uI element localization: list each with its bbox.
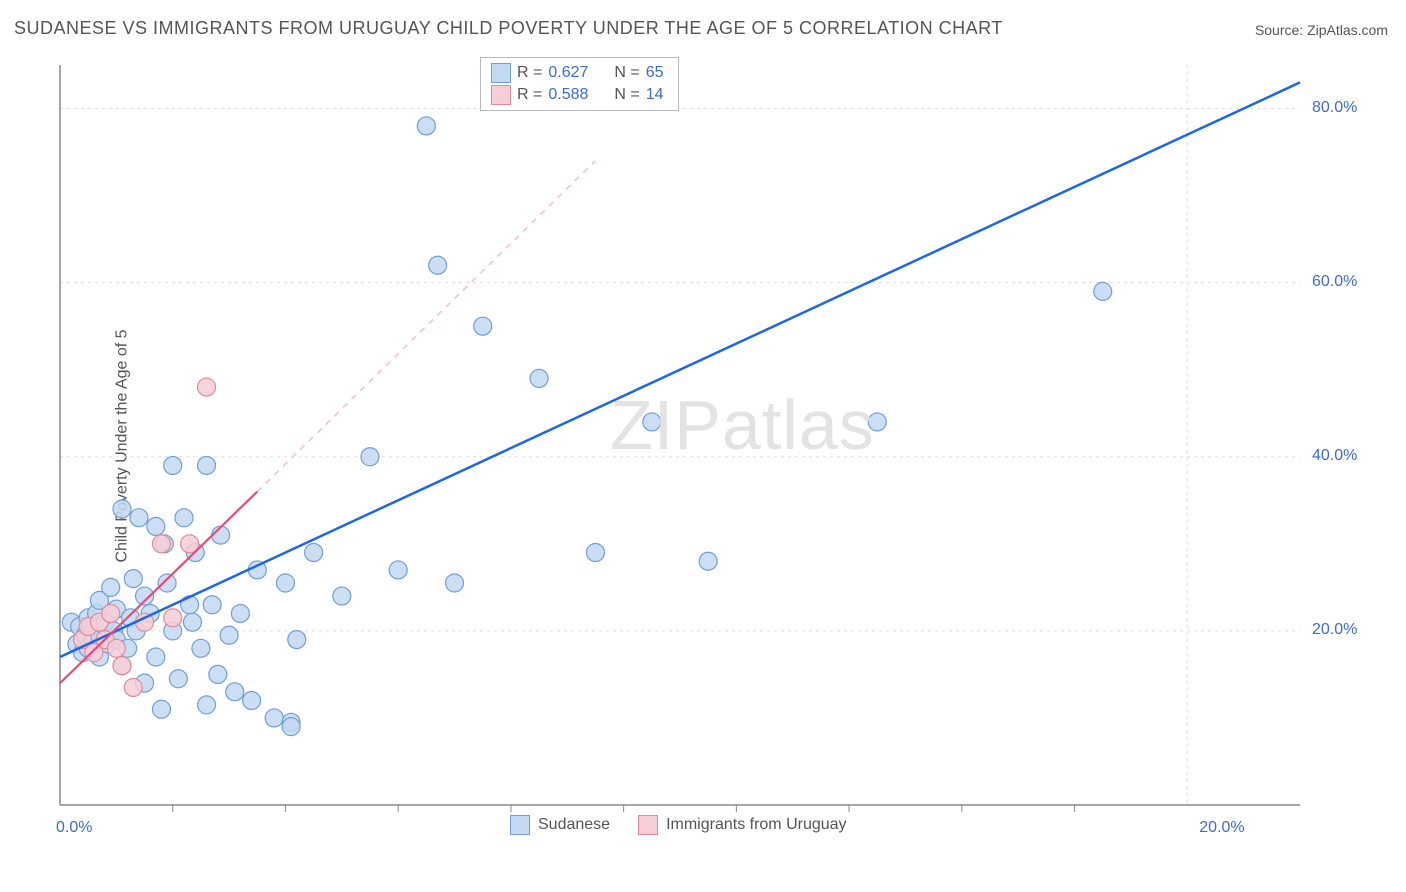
y-tick-label: 60.0% — [1312, 273, 1357, 291]
r-label: R = — [517, 86, 542, 104]
n-label: N = — [614, 86, 639, 104]
y-tick-label: 80.0% — [1312, 99, 1357, 117]
series-legend: Sudanese Immigrants from Uruguay — [510, 815, 847, 835]
legend-item: Immigrants from Uruguay — [638, 815, 847, 835]
legend-item: Sudanese — [510, 815, 610, 835]
n-value: 65 — [646, 64, 664, 82]
legend-row: R = 0.627 N = 65 — [491, 62, 664, 84]
legend-swatch — [491, 85, 511, 105]
x-tick-label: 0.0% — [56, 819, 92, 837]
y-tick-label: 40.0% — [1312, 447, 1357, 465]
legend-swatch — [491, 63, 511, 83]
r-value: 0.588 — [548, 86, 588, 104]
legend-row: R = 0.588 N = 14 — [491, 84, 664, 106]
y-tick-label: 20.0% — [1312, 621, 1357, 639]
legend-swatch — [638, 815, 658, 835]
chart-svg — [50, 55, 1360, 835]
r-value: 0.627 — [548, 64, 588, 82]
legend-swatch — [510, 815, 530, 835]
r-label: R = — [517, 64, 542, 82]
legend-label: Sudanese — [538, 816, 610, 834]
source-label: Source: ZipAtlas.com — [1255, 22, 1388, 38]
correlation-legend: R = 0.627 N = 65 R = 0.588 N = 14 — [480, 57, 679, 111]
chart-title: SUDANESE VS IMMIGRANTS FROM URUGUAY CHIL… — [14, 18, 1003, 39]
n-label: N = — [614, 64, 639, 82]
legend-label: Immigrants from Uruguay — [666, 816, 847, 834]
x-tick-label: 20.0% — [1199, 819, 1244, 837]
n-value: 14 — [646, 86, 664, 104]
scatter-plot — [50, 55, 1360, 835]
